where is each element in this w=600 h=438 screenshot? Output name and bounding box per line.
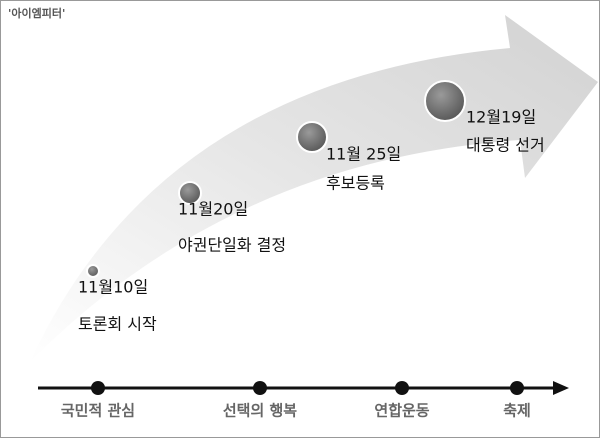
- event-date: 11월20일: [178, 200, 248, 219]
- timeline-arrowhead: [553, 381, 569, 395]
- timeline-label: 연합운동: [374, 402, 429, 420]
- event-label: 야권단일화 결정: [178, 236, 286, 255]
- event-dot: [86, 264, 100, 278]
- event-dot: [296, 121, 328, 153]
- timeline-label: 국민적 관심: [61, 402, 135, 420]
- timeline-dot: [395, 381, 409, 395]
- event-label: 대통령 선거: [466, 136, 545, 155]
- event-label: 후보등록: [326, 174, 385, 193]
- event-date: 12월19일: [466, 108, 536, 127]
- event-dot: [424, 80, 466, 122]
- header-title: '아이엠피터': [8, 6, 65, 20]
- timeline-label: 선택의 행복: [223, 402, 297, 420]
- timeline-dot: [91, 381, 105, 395]
- event-dot: [178, 181, 202, 205]
- event-label: 토론회 시작: [78, 315, 157, 334]
- timeline-dot: [253, 381, 267, 395]
- timeline-label: 축제: [503, 402, 531, 420]
- event-date: 11월 25일: [326, 145, 401, 164]
- timeline-dot: [510, 381, 524, 395]
- event-date: 11월10일: [78, 278, 148, 297]
